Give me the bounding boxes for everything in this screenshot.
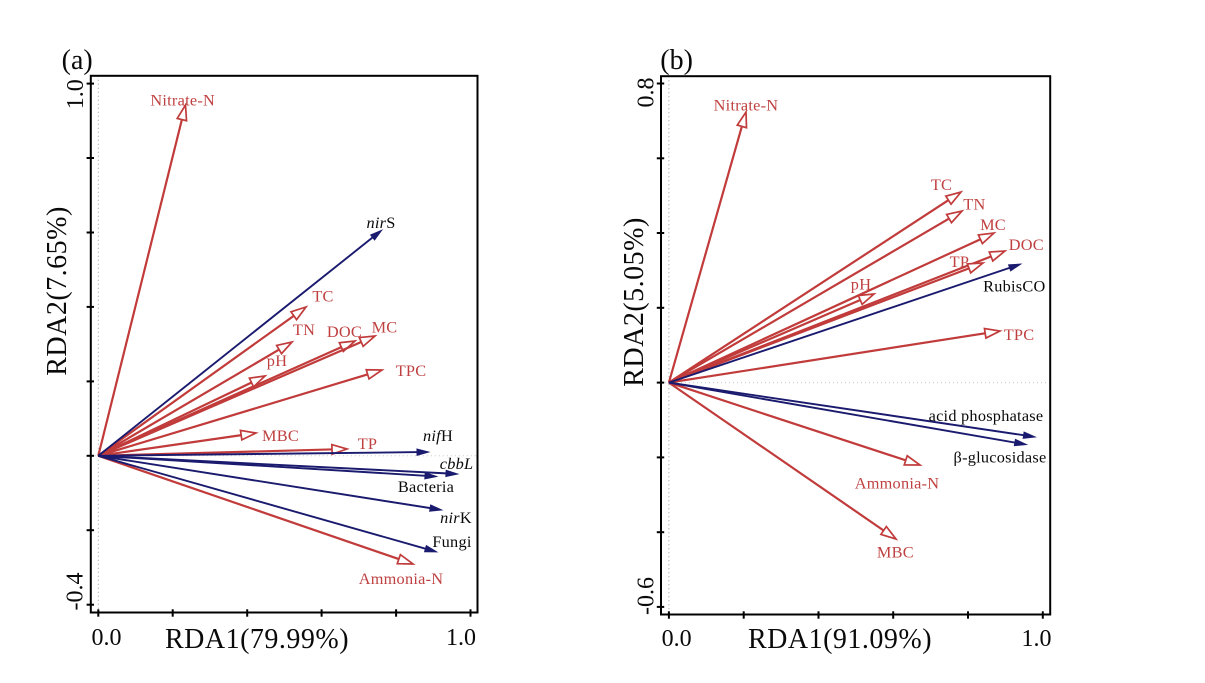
svg-text:MC: MC	[980, 215, 1006, 234]
svg-text:DOC: DOC	[1009, 235, 1044, 254]
svg-text:-0.6: -0.6	[634, 577, 660, 615]
svg-text:TN: TN	[293, 320, 315, 339]
svg-text:(a): (a)	[62, 45, 93, 76]
svg-text:TPC: TPC	[1004, 325, 1035, 344]
svg-text:0.8: 0.8	[634, 78, 660, 108]
svg-text:β-glucosidase: β-glucosidase	[954, 448, 1047, 467]
svg-text:Bacteria: Bacteria	[398, 477, 454, 496]
svg-text:Ammonia-N: Ammonia-N	[855, 474, 940, 493]
svg-text:TC: TC	[312, 287, 333, 306]
svg-text:MBC: MBC	[877, 543, 914, 562]
svg-text:RDA2(7.65%): RDA2(7.65%)	[42, 206, 73, 376]
svg-text:RDA2(5.05%): RDA2(5.05%)	[619, 217, 650, 387]
svg-text:Fungi: Fungi	[432, 532, 471, 551]
svg-text:TPC: TPC	[396, 361, 427, 380]
svg-text:MC: MC	[372, 318, 398, 337]
svg-text:RubisCO: RubisCO	[983, 277, 1045, 296]
svg-text:nirK: nirK	[440, 508, 472, 527]
svg-text:Nitrate-N: Nitrate-N	[150, 90, 215, 109]
svg-text:1.0: 1.0	[446, 625, 476, 651]
svg-text:1.0: 1.0	[63, 79, 89, 109]
svg-text:pH: pH	[267, 351, 287, 370]
svg-text:0.0: 0.0	[662, 626, 692, 652]
svg-text:TP: TP	[358, 434, 378, 453]
svg-text:Ammonia-N: Ammonia-N	[359, 569, 444, 588]
svg-text:TC: TC	[931, 175, 952, 194]
svg-text:RDA1(79.99%): RDA1(79.99%)	[165, 624, 349, 655]
svg-text:RDA1(91.09%): RDA1(91.09%)	[748, 624, 932, 655]
svg-text:pH: pH	[851, 275, 871, 294]
svg-text:-0.4: -0.4	[63, 573, 89, 611]
svg-text:cbbL: cbbL	[440, 454, 474, 473]
svg-text:1.0: 1.0	[1022, 626, 1052, 652]
svg-text:DOC: DOC	[327, 322, 362, 341]
svg-text:acid phosphatase: acid phosphatase	[929, 406, 1044, 425]
svg-text:MBC: MBC	[262, 426, 299, 445]
svg-text:0.0: 0.0	[92, 625, 122, 651]
svg-text:nirS: nirS	[366, 213, 395, 232]
svg-text:nifH: nifH	[423, 426, 453, 445]
svg-text:(b): (b)	[660, 45, 693, 76]
svg-text:TP: TP	[950, 252, 970, 271]
svg-text:TN: TN	[963, 195, 985, 214]
svg-text:Nitrate-N: Nitrate-N	[714, 95, 779, 114]
